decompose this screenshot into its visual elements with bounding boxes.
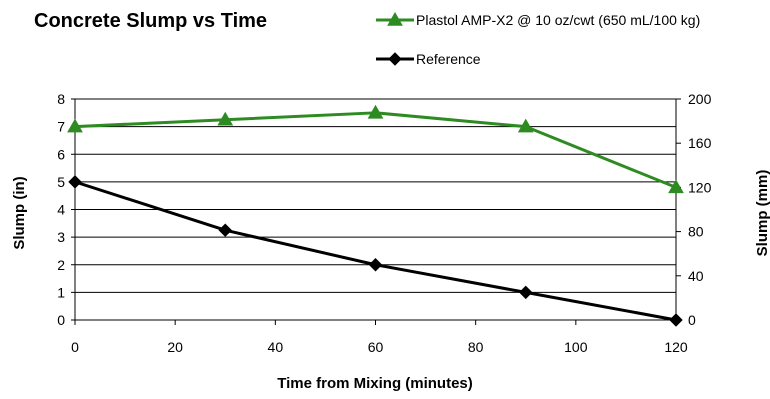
series-layer xyxy=(67,104,684,327)
left-axis-title: Slump (in) xyxy=(11,176,28,249)
right-tick-label: 80 xyxy=(688,224,704,240)
legend-label: Reference xyxy=(416,51,481,67)
x-axis-ticks: 0 20 40 60 80 100 120 xyxy=(71,320,688,355)
left-tick-label: 8 xyxy=(57,91,65,107)
right-tick-label: 0 xyxy=(688,312,696,328)
legend-marker-icon xyxy=(388,52,402,66)
left-tick-label: 0 xyxy=(57,312,65,328)
triangle-marker xyxy=(668,179,684,194)
x-tick-label: 80 xyxy=(468,339,484,355)
series-reference xyxy=(68,175,683,327)
diamond-marker xyxy=(669,313,683,327)
triangle-marker xyxy=(217,111,234,126)
series-line xyxy=(74,111,677,189)
left-axis-ticks: 0 1 2 3 4 5 6 7 8 xyxy=(57,91,75,328)
triangle-marker xyxy=(367,104,384,119)
triangle-marker xyxy=(67,118,83,133)
x-tick-label: 60 xyxy=(368,339,384,355)
x-axis-title: Time from Mixing (minutes) xyxy=(277,375,473,392)
series-line xyxy=(74,180,677,322)
right-axis-title: Slump (mm) xyxy=(754,170,770,257)
x-tick-label: 120 xyxy=(664,339,688,355)
right-axis-ticks: 0 40 80 120 160 200 xyxy=(676,91,712,328)
left-tick-label: 3 xyxy=(57,229,65,245)
x-tick-label: 20 xyxy=(167,339,183,355)
legend-item: Reference xyxy=(376,51,481,67)
legend-marker-icon xyxy=(387,11,403,26)
legend: Plastol AMP-X2 @ 10 oz/cwt (650 mL/100 k… xyxy=(376,11,700,67)
legend-label: Plastol AMP-X2 @ 10 oz/cwt (650 mL/100 k… xyxy=(416,12,700,28)
chart-title: Concrete Slump vs Time xyxy=(34,10,267,32)
triangle-marker xyxy=(517,118,534,133)
series-plastol xyxy=(67,104,684,194)
diamond-marker xyxy=(368,258,383,272)
right-tick-label: 200 xyxy=(688,91,712,107)
left-tick-label: 6 xyxy=(57,146,65,162)
left-tick-label: 7 xyxy=(57,119,65,135)
diamond-marker xyxy=(519,285,533,300)
left-tick-label: 2 xyxy=(57,257,65,273)
left-tick-label: 1 xyxy=(57,284,65,300)
legend-item: Plastol AMP-X2 @ 10 oz/cwt (650 mL/100 k… xyxy=(376,11,700,28)
diamond-marker xyxy=(68,175,82,189)
left-tick-label: 4 xyxy=(57,202,65,218)
right-tick-label: 120 xyxy=(688,179,712,195)
x-tick-label: 0 xyxy=(71,339,79,355)
right-tick-label: 40 xyxy=(688,268,704,284)
x-tick-label: 100 xyxy=(564,339,588,355)
right-tick-label: 160 xyxy=(688,135,712,151)
diamond-marker xyxy=(218,223,232,237)
x-tick-label: 40 xyxy=(268,339,284,355)
left-tick-label: 5 xyxy=(57,174,65,190)
